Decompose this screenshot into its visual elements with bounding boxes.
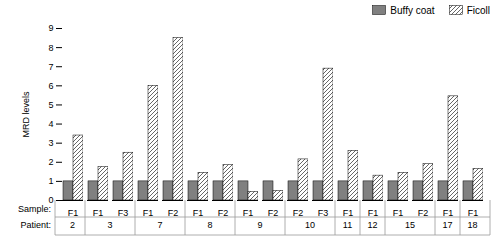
svg-text:F2: F2 (268, 208, 279, 218)
svg-text:F1: F1 (468, 208, 479, 218)
svg-text:1: 1 (48, 176, 53, 186)
svg-text:2: 2 (70, 220, 75, 230)
svg-text:Patient:: Patient: (20, 220, 51, 230)
svg-text:F3: F3 (318, 208, 329, 218)
svg-text:F1: F1 (193, 208, 204, 218)
svg-text:3: 3 (48, 138, 53, 148)
svg-text:F2: F2 (293, 208, 304, 218)
svg-text:MRD levels: MRD levels (21, 91, 31, 138)
html-text:Buffy coat: Buffy coat (390, 4, 435, 16)
svg-text:8: 8 (48, 42, 53, 52)
svg-text:10: 10 (305, 220, 315, 230)
html-text:Ficoll: Ficoll (466, 4, 490, 16)
svg-text:15: 15 (405, 220, 415, 230)
svg-text:F1: F1 (243, 208, 254, 218)
svg-text:F2: F2 (168, 208, 179, 218)
svg-text:F1: F1 (368, 208, 379, 218)
svg-text:7: 7 (48, 62, 53, 72)
svg-text:2: 2 (48, 157, 53, 167)
svg-text:4: 4 (48, 119, 53, 129)
svg-text:F1: F1 (443, 208, 454, 218)
svg-text:5: 5 (48, 100, 53, 110)
svg-text:F1: F1 (393, 208, 404, 218)
svg-text:9: 9 (257, 220, 262, 230)
svg-text:8: 8 (207, 220, 212, 230)
svg-text:F1: F1 (68, 208, 79, 218)
svg-text:18: 18 (467, 220, 477, 230)
svg-text:F2: F2 (218, 208, 229, 218)
svg-text:11: 11 (343, 220, 352, 230)
svg-text:F1: F1 (343, 208, 354, 218)
svg-text:12: 12 (367, 220, 377, 230)
svg-text:17: 17 (442, 220, 452, 230)
svg-text:3: 3 (107, 220, 112, 230)
svg-text:F3: F3 (118, 208, 129, 218)
svg-text:9: 9 (48, 23, 53, 33)
svg-text:F1: F1 (143, 208, 154, 218)
svg-text:F1: F1 (93, 208, 104, 218)
svg-text:Sample:: Sample: (18, 204, 51, 214)
svg-text:7: 7 (157, 220, 162, 230)
svg-text:0: 0 (48, 195, 54, 206)
svg-text:6: 6 (48, 81, 53, 91)
svg-text:F2: F2 (418, 208, 429, 218)
